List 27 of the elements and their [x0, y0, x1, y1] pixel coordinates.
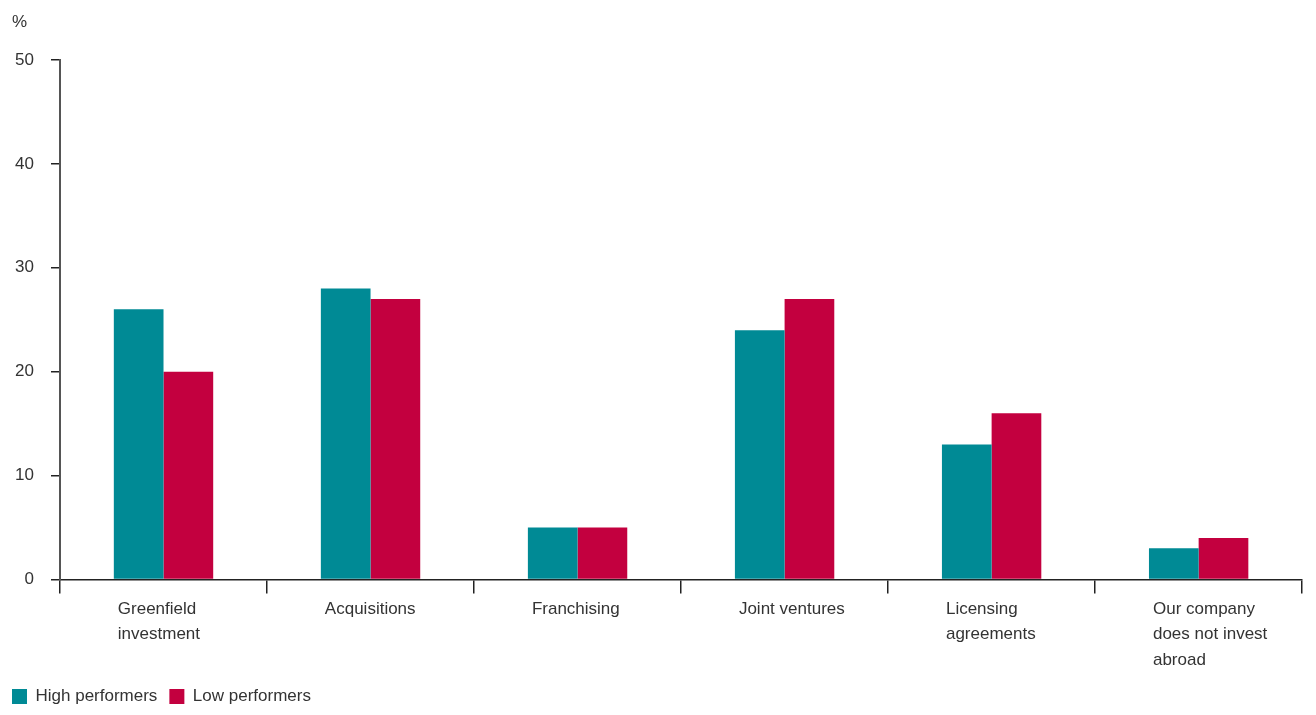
bar: [113, 309, 164, 579]
bar: [527, 527, 578, 579]
legend-label: Low performers: [192, 686, 311, 706]
x-tick-label: Greenfield investment: [117, 598, 201, 644]
y-tick-label: 40: [15, 153, 34, 173]
bar: [370, 298, 421, 579]
bar: [991, 413, 1042, 579]
y-tick-label: 50: [15, 49, 34, 69]
y-tick-label: 0: [24, 569, 34, 589]
x-tick-label: Franchising: [531, 598, 620, 618]
x-tick-label: Acquisitions: [324, 598, 416, 618]
legend-label: High performers: [35, 686, 158, 706]
x-tick-label: Licensing agreements: [945, 598, 1036, 644]
y-tick-label: 30: [15, 257, 34, 277]
bar: [941, 444, 992, 579]
y-axis-title: %: [12, 11, 28, 31]
x-tick-label: Joint ventures: [738, 598, 845, 618]
bar: [1198, 537, 1249, 579]
bar: [734, 330, 785, 579]
bar: [320, 288, 371, 579]
bar: [1148, 548, 1199, 579]
bar: [577, 527, 628, 579]
x-tick-label: Our company does not invest abroad: [1152, 598, 1268, 669]
y-tick-label: 20: [15, 361, 34, 381]
bar: [784, 298, 835, 579]
y-tick-label: 10: [15, 465, 34, 485]
bar: [163, 371, 214, 579]
